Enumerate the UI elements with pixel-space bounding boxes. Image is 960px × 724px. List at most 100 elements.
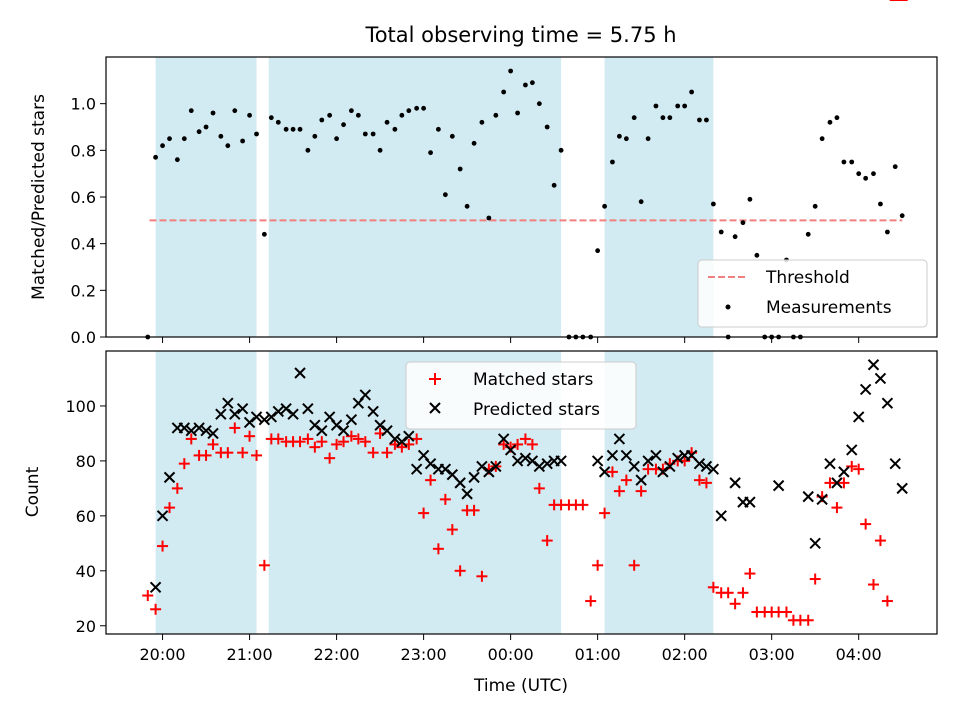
measurement-point [878, 201, 883, 207]
xtick-label: 00:00 [488, 645, 534, 664]
measurement-point [805, 231, 811, 237]
matched-star-point [454, 565, 466, 577]
matched-star-point [606, 466, 618, 478]
matched-star-point [780, 606, 792, 618]
predicted-star-point [541, 457, 553, 470]
measurement-point [196, 129, 202, 135]
matched-star-point [853, 463, 865, 475]
predicted-star-point [490, 460, 502, 473]
measurement-point [457, 166, 463, 172]
measurement-point [370, 131, 376, 137]
measurement-point [710, 201, 716, 207]
matched-star-point [425, 474, 437, 486]
predicted-star-point [526, 455, 539, 467]
measurement-point [856, 171, 862, 177]
measurement-point [689, 89, 695, 95]
matched-star-point [635, 485, 647, 497]
matched-star-point [272, 433, 284, 445]
predicted-star-point [309, 419, 321, 431]
measurement-point [638, 199, 644, 205]
measurement-point [508, 68, 514, 74]
predicted-star-point [200, 424, 212, 437]
matched-star-point [164, 502, 176, 514]
measurement-point [312, 133, 318, 139]
predicted-star-point [193, 422, 205, 434]
ratio-ytick-label: 0.8 [71, 141, 96, 160]
measurement-point [623, 136, 629, 142]
measurement-point [602, 203, 607, 209]
predicted-star-point [280, 402, 292, 415]
xtick-label: 23:00 [401, 645, 447, 664]
ratio-legend: Threshold Measurements [697, 259, 928, 328]
matched-star-point [737, 587, 749, 599]
measurement-point [653, 103, 659, 109]
predicted-star-point [693, 457, 706, 470]
measurement-point [754, 252, 760, 258]
measurement-point [428, 150, 433, 156]
predicted-star-point [635, 474, 647, 486]
predicted-star-point [533, 460, 546, 473]
predicted-star-point [337, 424, 350, 437]
matched-star-point [541, 535, 553, 547]
legend-matched-swatch [429, 373, 441, 385]
matched-star-point [599, 507, 611, 519]
measurement-point [384, 119, 390, 125]
measurement-point [436, 126, 441, 132]
matched-star-point [468, 504, 480, 516]
measurement-point [414, 105, 420, 111]
measurement-point [334, 136, 339, 142]
measurement-point [319, 117, 325, 123]
observing-band-3 [604, 57, 714, 337]
matched-star-point [396, 441, 408, 453]
predicted-star-point [744, 496, 756, 508]
predicted-star-point [374, 419, 386, 431]
predicted-star-point [874, 372, 887, 385]
predicted-star-point [207, 427, 219, 440]
matched-star-point [207, 438, 219, 450]
predicted-star-point [859, 383, 872, 396]
matched-star-point [302, 433, 314, 445]
measurement-point [348, 108, 354, 114]
predicted-star-point [896, 482, 908, 495]
legend-matched-label: Matched stars [473, 370, 593, 390]
xtick-label: 02:00 [662, 645, 708, 664]
predicted-star-point [302, 402, 314, 415]
measurement-point [240, 138, 246, 144]
matched-star-point [498, 438, 510, 450]
predicted-star-point [294, 367, 306, 379]
matched-star-point [432, 543, 444, 555]
predicted-star-point [287, 408, 299, 420]
count-y-axis-label: Count [23, 466, 43, 517]
predicted-star-point [236, 402, 249, 415]
predicted-star-point [831, 477, 843, 489]
measurement-point [732, 234, 738, 240]
measurement-point [479, 119, 485, 125]
matched-star-point [352, 433, 364, 445]
matched-star-point [707, 581, 719, 593]
matched-star-point [142, 590, 154, 602]
measurement-point [181, 136, 187, 142]
matched-star-point [244, 430, 256, 442]
measurement-point [871, 171, 876, 177]
predicted-star-point [707, 463, 720, 475]
measurement-point [667, 115, 673, 121]
measurement-point [885, 229, 890, 235]
matched-star-point [881, 595, 893, 607]
predicted-star-point [410, 463, 423, 475]
ratio-y-axis-label: Matched/Predicted stars [29, 94, 49, 300]
measurement-point [834, 115, 840, 121]
measurement-point [210, 110, 216, 116]
predicted-star-point [628, 460, 640, 473]
matched-star-point [316, 436, 328, 448]
measurement-point [297, 126, 303, 132]
matched-star-point [381, 447, 393, 459]
count-ytick-label: 100 [65, 397, 96, 416]
predicted-star-point [511, 455, 524, 467]
matched-star-point [157, 540, 169, 552]
observing-band-1 [155, 351, 257, 634]
measurement-point [471, 140, 477, 146]
predicted-star-point [591, 455, 604, 467]
measurement-point [899, 213, 905, 219]
matched-star-point [526, 438, 538, 450]
